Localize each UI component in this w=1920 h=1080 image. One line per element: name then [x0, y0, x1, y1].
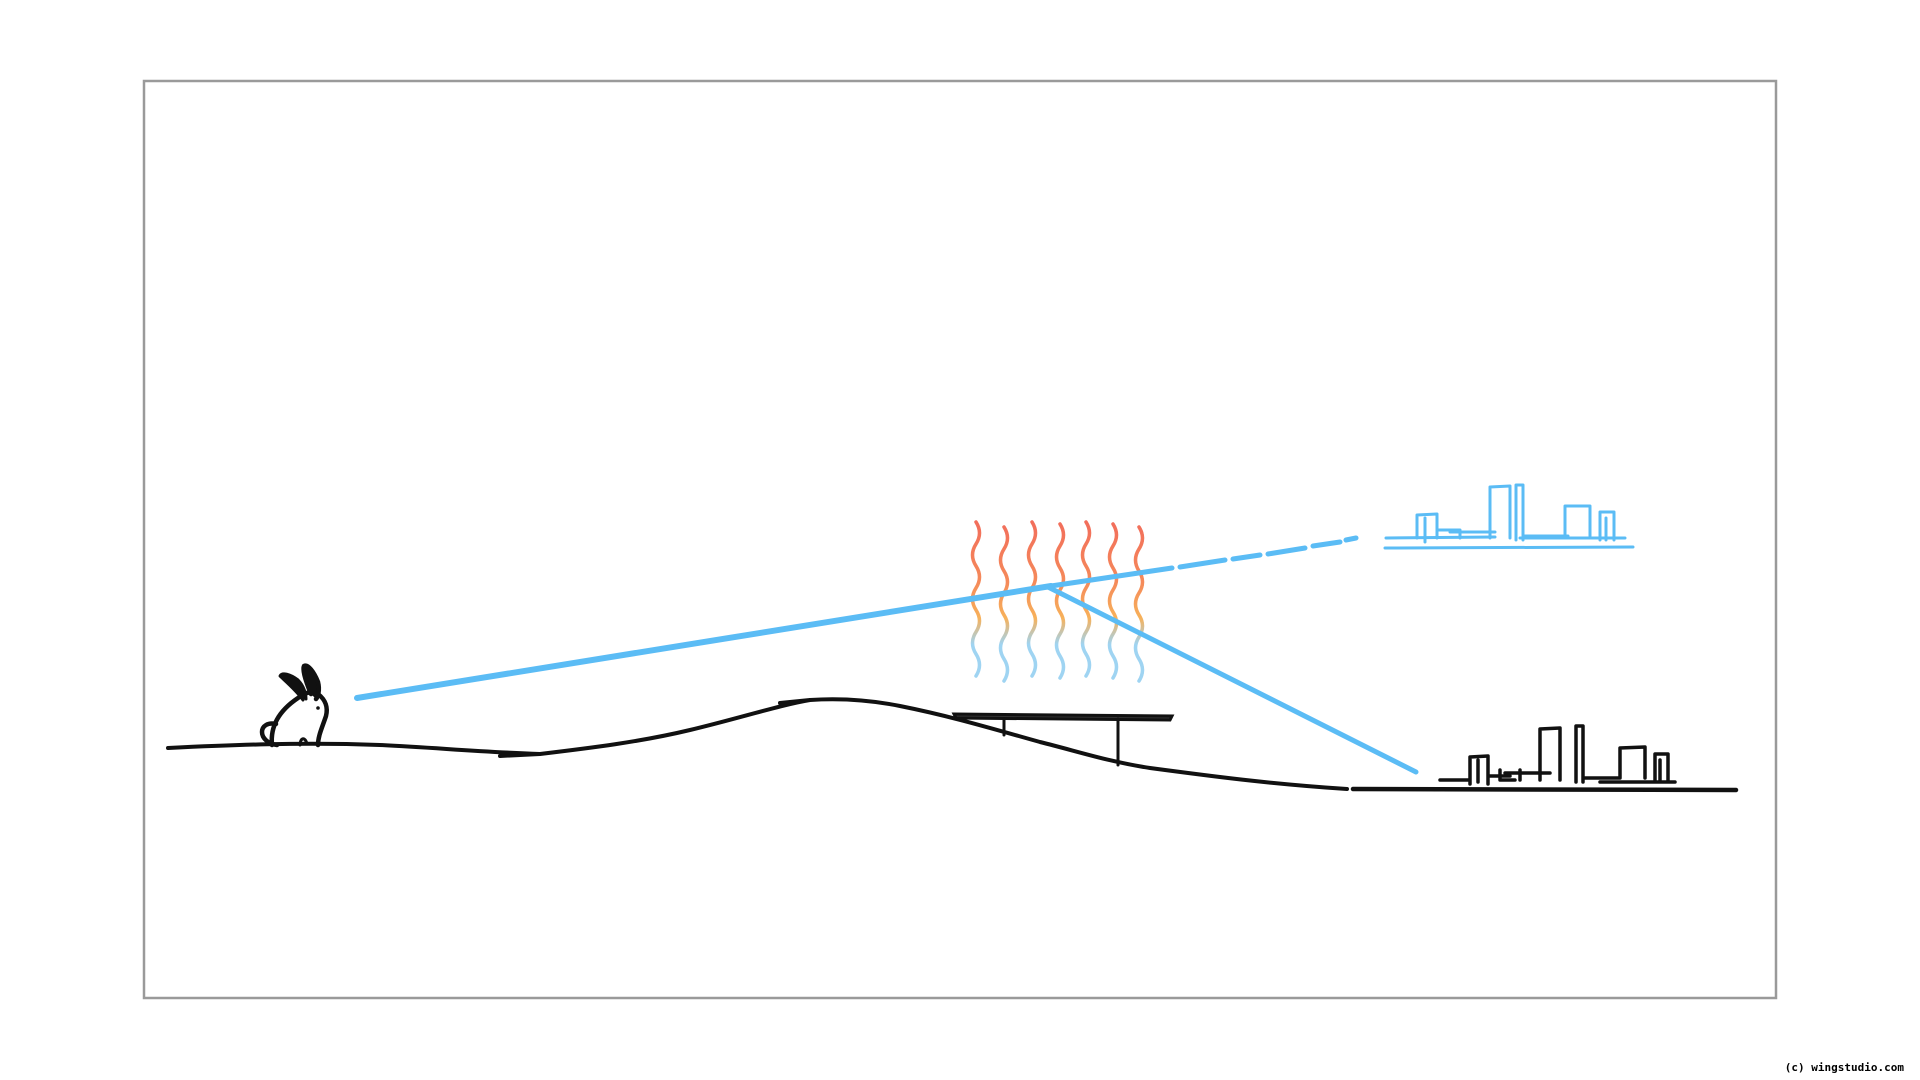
heat-wave-line	[1107, 522, 1119, 680]
copyright-credit: (c) wingstudio.com	[1784, 1061, 1904, 1074]
heat-wave-line	[998, 525, 1010, 683]
heat-wave-line	[1133, 525, 1145, 683]
city-real	[1438, 724, 1677, 786]
apparent-line-dashed	[1048, 535, 1359, 589]
line-of-sight	[354, 583, 1054, 701]
hill-ground	[166, 697, 1349, 791]
hot-road-surface	[951, 712, 1175, 767]
city-mirage-image	[1383, 483, 1635, 550]
heat-wave-line	[1026, 520, 1038, 678]
refracted-ray	[1045, 584, 1419, 775]
flat-ground	[1350, 786, 1739, 793]
heat-wave-line	[1080, 520, 1092, 678]
rabbit	[259, 663, 329, 748]
heat-shimmer	[970, 520, 1145, 683]
frame	[142, 79, 1778, 1000]
heat-wave-line	[1054, 522, 1066, 680]
